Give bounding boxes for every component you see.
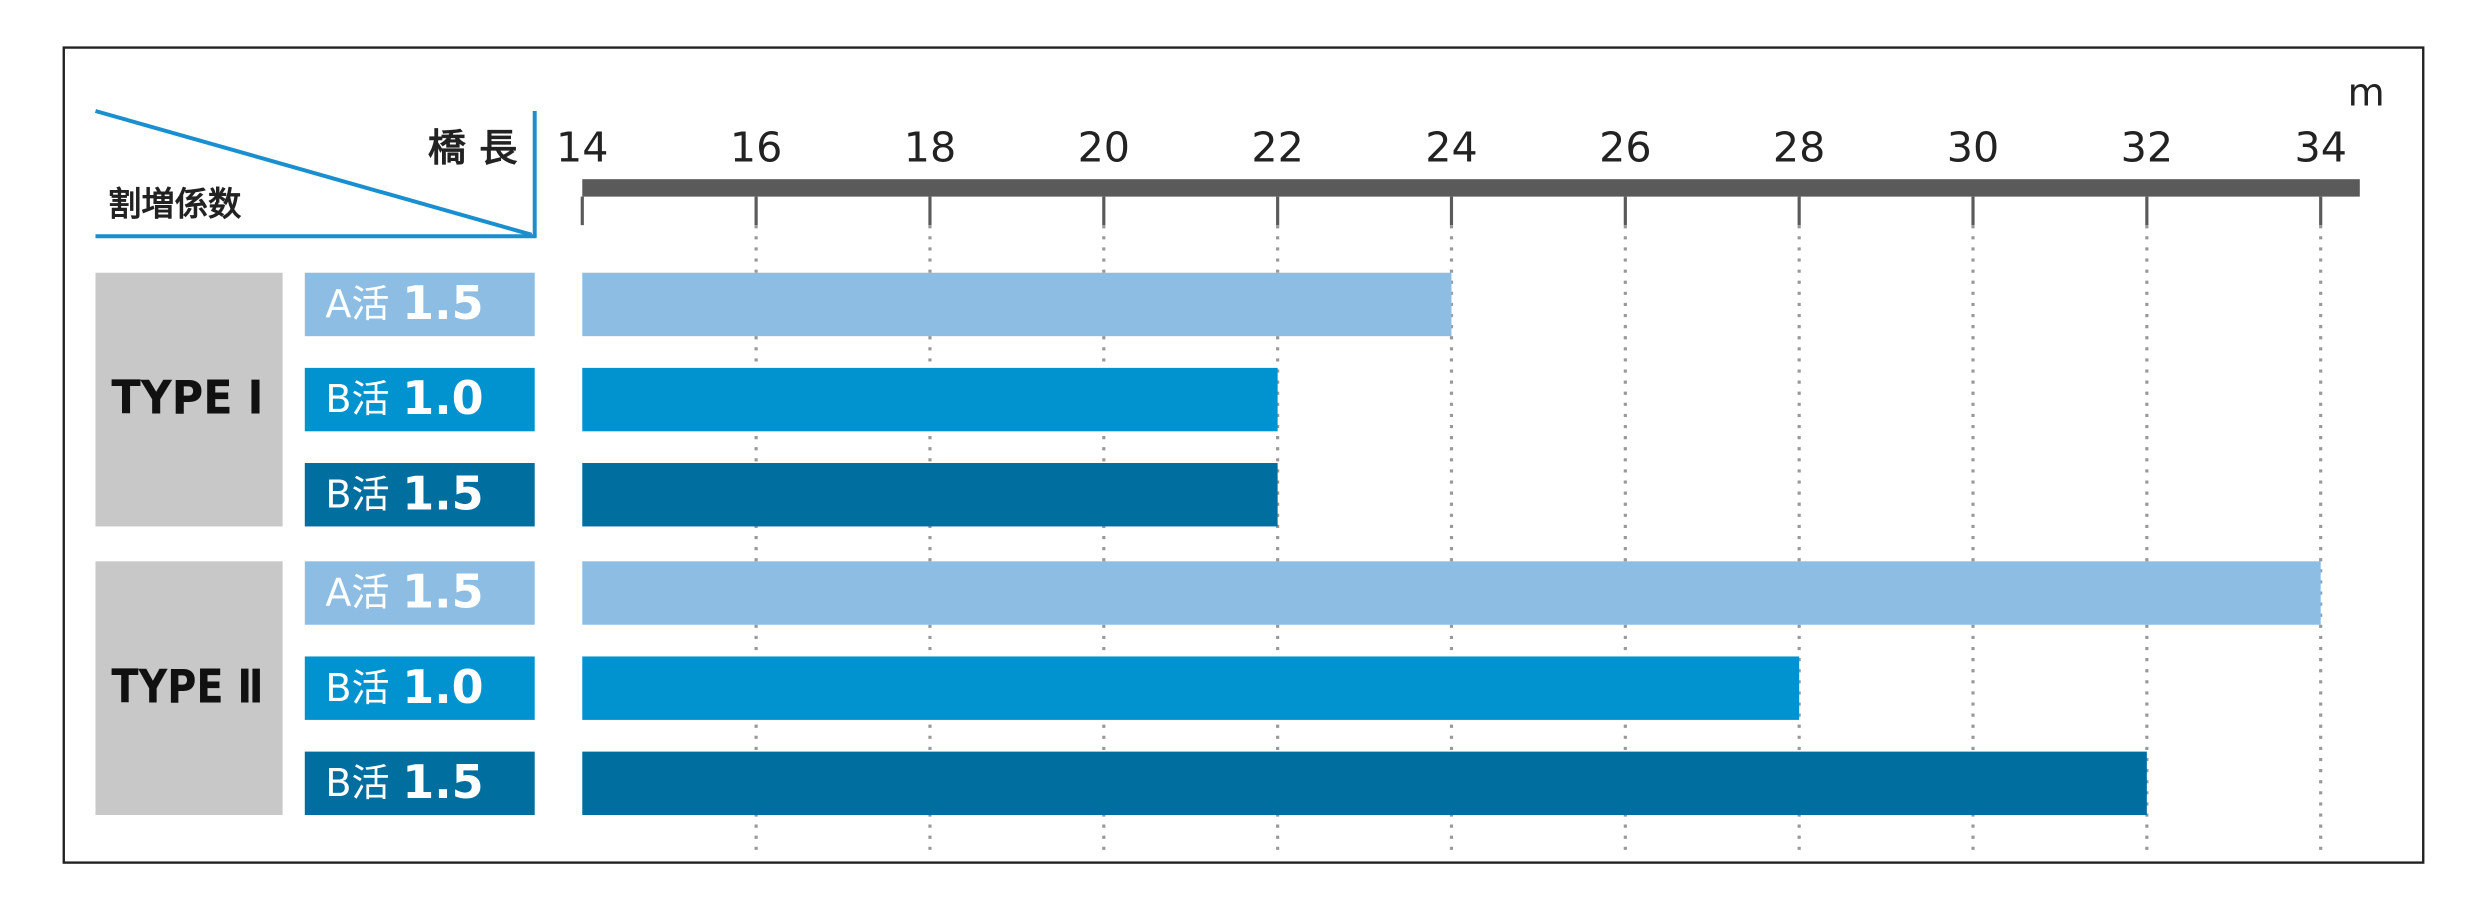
- row-label: B活 1.5: [325, 754, 483, 808]
- x-tick-label: 26: [1599, 124, 1651, 172]
- x-tick-label: 14: [556, 124, 608, 172]
- group-box: [95, 272, 283, 527]
- x-tick-label: 18: [904, 124, 956, 172]
- corner-label: 割増係数: [108, 185, 242, 224]
- factor: 1.0: [402, 659, 483, 713]
- row-label-box: [304, 463, 535, 527]
- group-box: [95, 561, 283, 816]
- x-tick-label: 32: [2121, 124, 2173, 172]
- row-label: A活 1.5: [325, 276, 483, 330]
- grade: A活: [325, 282, 389, 326]
- row-label: B活 1.0: [325, 371, 483, 425]
- x-tick-label: 22: [1251, 124, 1303, 172]
- row-label-box: [304, 656, 535, 720]
- grade: B活: [325, 472, 389, 516]
- row-label: B活 1.5: [325, 466, 483, 520]
- grade: B活: [325, 760, 389, 804]
- grade: B活: [325, 665, 389, 709]
- factor: 1.5: [402, 564, 483, 618]
- row-label-box: [304, 272, 535, 337]
- x-tick-label: 34: [2294, 124, 2346, 172]
- bar: [582, 463, 1278, 527]
- axis-label: 橋 長: [428, 126, 518, 170]
- group-label: TYPE Ⅰ: [111, 371, 263, 425]
- row-label: A活 1.5: [325, 564, 483, 618]
- factor: 1.5: [402, 466, 483, 520]
- grade: A活: [325, 570, 389, 614]
- row-label-box: [304, 561, 535, 625]
- frame: [62, 46, 2425, 864]
- row-label: B活 1.0: [325, 659, 483, 713]
- header-diagonal: [94, 109, 533, 237]
- x-tick-label: 28: [1773, 124, 1825, 172]
- x-tick-label: 24: [1425, 124, 1477, 172]
- x-tick-label: 30: [1947, 124, 1999, 172]
- bar: [582, 656, 1800, 720]
- bar: [582, 751, 2147, 816]
- axis-bar: [582, 179, 2360, 197]
- bar: [582, 272, 1452, 337]
- factor: 1.0: [402, 371, 483, 425]
- unit-label: m: [2348, 71, 2385, 115]
- group-label: TYPE Ⅱ: [111, 659, 263, 713]
- grade: B活: [325, 377, 389, 421]
- x-tick-label: 16: [730, 124, 782, 172]
- bar: [582, 561, 2321, 625]
- row-label-box: [304, 751, 535, 816]
- factor: 1.5: [402, 754, 483, 808]
- x-tick-label: 20: [1078, 124, 1130, 172]
- factor: 1.5: [402, 276, 483, 330]
- bar: [582, 367, 1278, 432]
- row-label-box: [304, 367, 535, 432]
